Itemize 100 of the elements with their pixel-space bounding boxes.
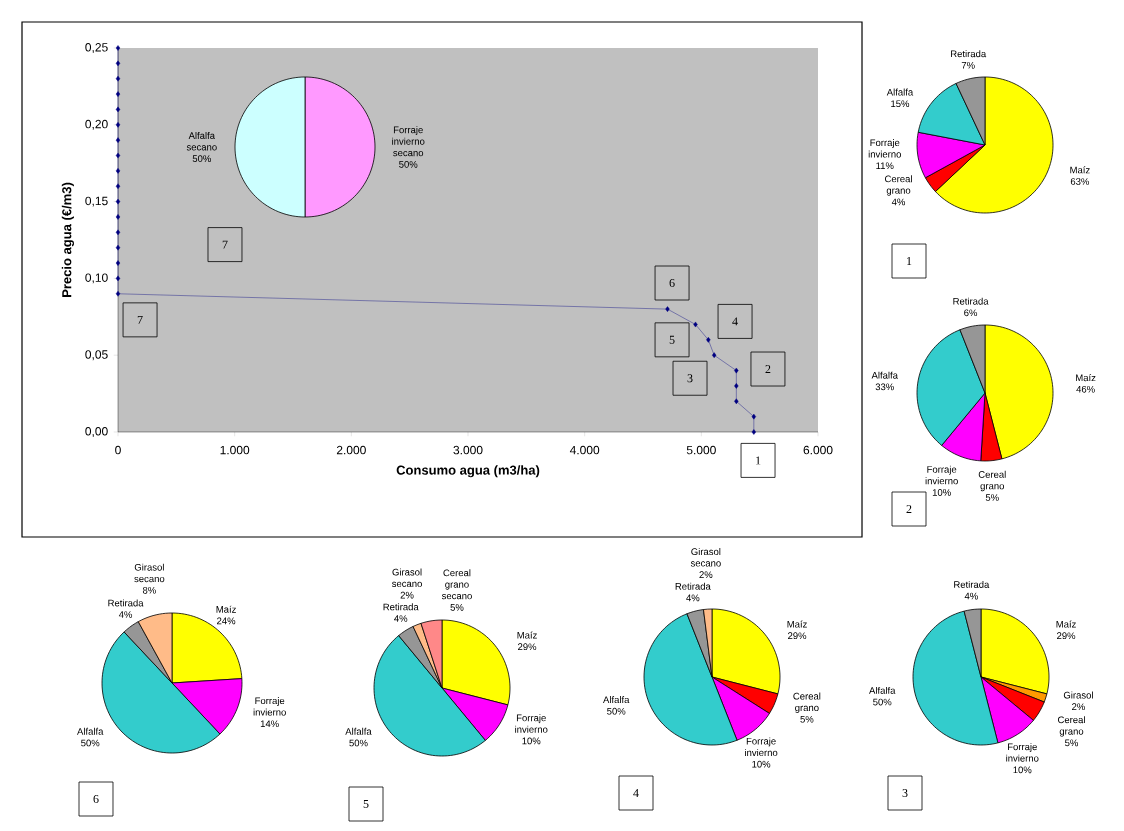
- point: [665, 306, 670, 312]
- slice-label: Alfalfa secano: [186, 132, 217, 151]
- slice-label: Maíz: [1056, 620, 1076, 628]
- data-label: 29%: [1057, 632, 1076, 640]
- point: [115, 122, 121, 128]
- point: [115, 106, 121, 113]
- point: [706, 337, 711, 343]
- text: 3: [902, 788, 908, 798]
- y-axis-title: Precio agua (€/m3): [61, 182, 74, 297]
- data-label: 5%: [1065, 739, 1079, 747]
- point: [115, 214, 121, 220]
- slice-label: Forraje invierno secano: [392, 126, 425, 157]
- point: [115, 229, 121, 236]
- slice-label: Retirada: [951, 50, 987, 58]
- annotation: 6: [669, 278, 675, 288]
- slice-label: Retirada: [675, 582, 711, 590]
- data-label: 5%: [985, 494, 999, 501]
- point: [751, 413, 756, 420]
- point: [115, 290, 121, 297]
- data-label: 4%: [686, 594, 700, 602]
- slice-label: Forraje invierno: [925, 465, 958, 485]
- data-label: 10%: [1013, 766, 1032, 774]
- data-label: 4%: [891, 198, 906, 206]
- data-label: 2%: [1072, 703, 1085, 711]
- slice-label: Alfalfa: [345, 727, 372, 735]
- data-label: 29%: [518, 643, 537, 651]
- data-label: 50%: [81, 739, 100, 747]
- data-label: 5%: [800, 715, 814, 723]
- point: [734, 367, 739, 374]
- annotation: 2: [765, 365, 771, 373]
- data-label: 4%: [118, 611, 133, 618]
- point: [115, 244, 121, 251]
- slice-label: Retirada: [954, 580, 990, 588]
- data-label: 4%: [964, 592, 978, 600]
- data-label: 2%: [400, 591, 414, 599]
- data-label: 8%: [142, 586, 156, 594]
- y-tick-label: 0,10: [85, 273, 108, 284]
- point: [115, 91, 121, 97]
- slice-label: Forraje invierno: [868, 139, 901, 158]
- slice-label: Retirada: [108, 599, 144, 607]
- slice-label: Alfalfa: [869, 686, 896, 694]
- data-label: 15%: [891, 100, 910, 108]
- x-tick-label: 1.000: [220, 445, 250, 455]
- slice-label: Maíz: [216, 605, 236, 613]
- slice-label: Retirada: [953, 297, 989, 305]
- slice-label: Maíz: [787, 620, 807, 628]
- annotation: 1: [756, 456, 761, 465]
- slice-label: Forraje invierno: [745, 737, 778, 757]
- annotation: 7: [222, 240, 228, 249]
- data-label: 29%: [788, 632, 807, 640]
- data-label: 50%: [192, 155, 211, 162]
- point: [712, 352, 717, 358]
- data-label: 50%: [349, 739, 368, 747]
- data-label: 10%: [932, 489, 951, 496]
- data-label: 7%: [961, 62, 975, 69]
- point: [115, 275, 121, 282]
- x-tick-label: 5.000: [686, 445, 716, 455]
- slice-label: Forraje invierno: [253, 697, 286, 716]
- data-label: 10%: [522, 737, 541, 745]
- data-label: 4%: [394, 615, 408, 622]
- data-label: 50%: [607, 707, 626, 715]
- data-label: 14%: [260, 720, 279, 728]
- x-tick-label: 3.000: [453, 445, 483, 455]
- slice-label: Cereal grano: [1057, 716, 1085, 737]
- data-label: 5%: [450, 604, 464, 611]
- point: [693, 321, 698, 328]
- point: [734, 383, 739, 389]
- point: [115, 137, 121, 143]
- slice-label: Retirada: [383, 603, 419, 611]
- point: [115, 183, 121, 190]
- y-tick-label: 0,25: [85, 43, 108, 53]
- slice-label: Cereal grano: [978, 470, 1006, 492]
- slice-label: Forraje invierno: [515, 714, 548, 733]
- slice-label: Maíz: [1076, 374, 1096, 382]
- slice-label: Girasol secano: [134, 563, 165, 583]
- y-tick-label: 0,00: [85, 427, 108, 437]
- data-label: 10%: [752, 760, 771, 768]
- slice-label: Maíz: [517, 631, 537, 639]
- annotation: 7: [137, 315, 143, 324]
- data-label: 50%: [399, 161, 418, 168]
- text: 4: [633, 789, 639, 797]
- data-label: 33%: [875, 383, 894, 391]
- y-tick-label: 0,05: [85, 350, 108, 361]
- annotation: 5: [669, 335, 675, 344]
- data-label: 63%: [1070, 178, 1090, 185]
- data-label: 6%: [964, 309, 978, 317]
- data-label: 11%: [876, 162, 894, 170]
- point: [115, 260, 121, 266]
- slice-label: Cereal grano: [793, 692, 821, 713]
- slice-label: Forraje invierno: [1006, 743, 1039, 762]
- point: [115, 75, 121, 82]
- point: [115, 198, 121, 205]
- y-tick-label: 0,20: [85, 119, 108, 130]
- x-tick-label: 4.000: [569, 445, 600, 455]
- data-label: 46%: [1076, 385, 1095, 393]
- y-tick-label: 0,15: [85, 196, 108, 207]
- slice-label: Cereal grano secano: [441, 569, 472, 600]
- annotation: 4: [732, 317, 738, 326]
- slice-label: Alfalfa: [77, 727, 104, 735]
- text: 5: [363, 800, 369, 808]
